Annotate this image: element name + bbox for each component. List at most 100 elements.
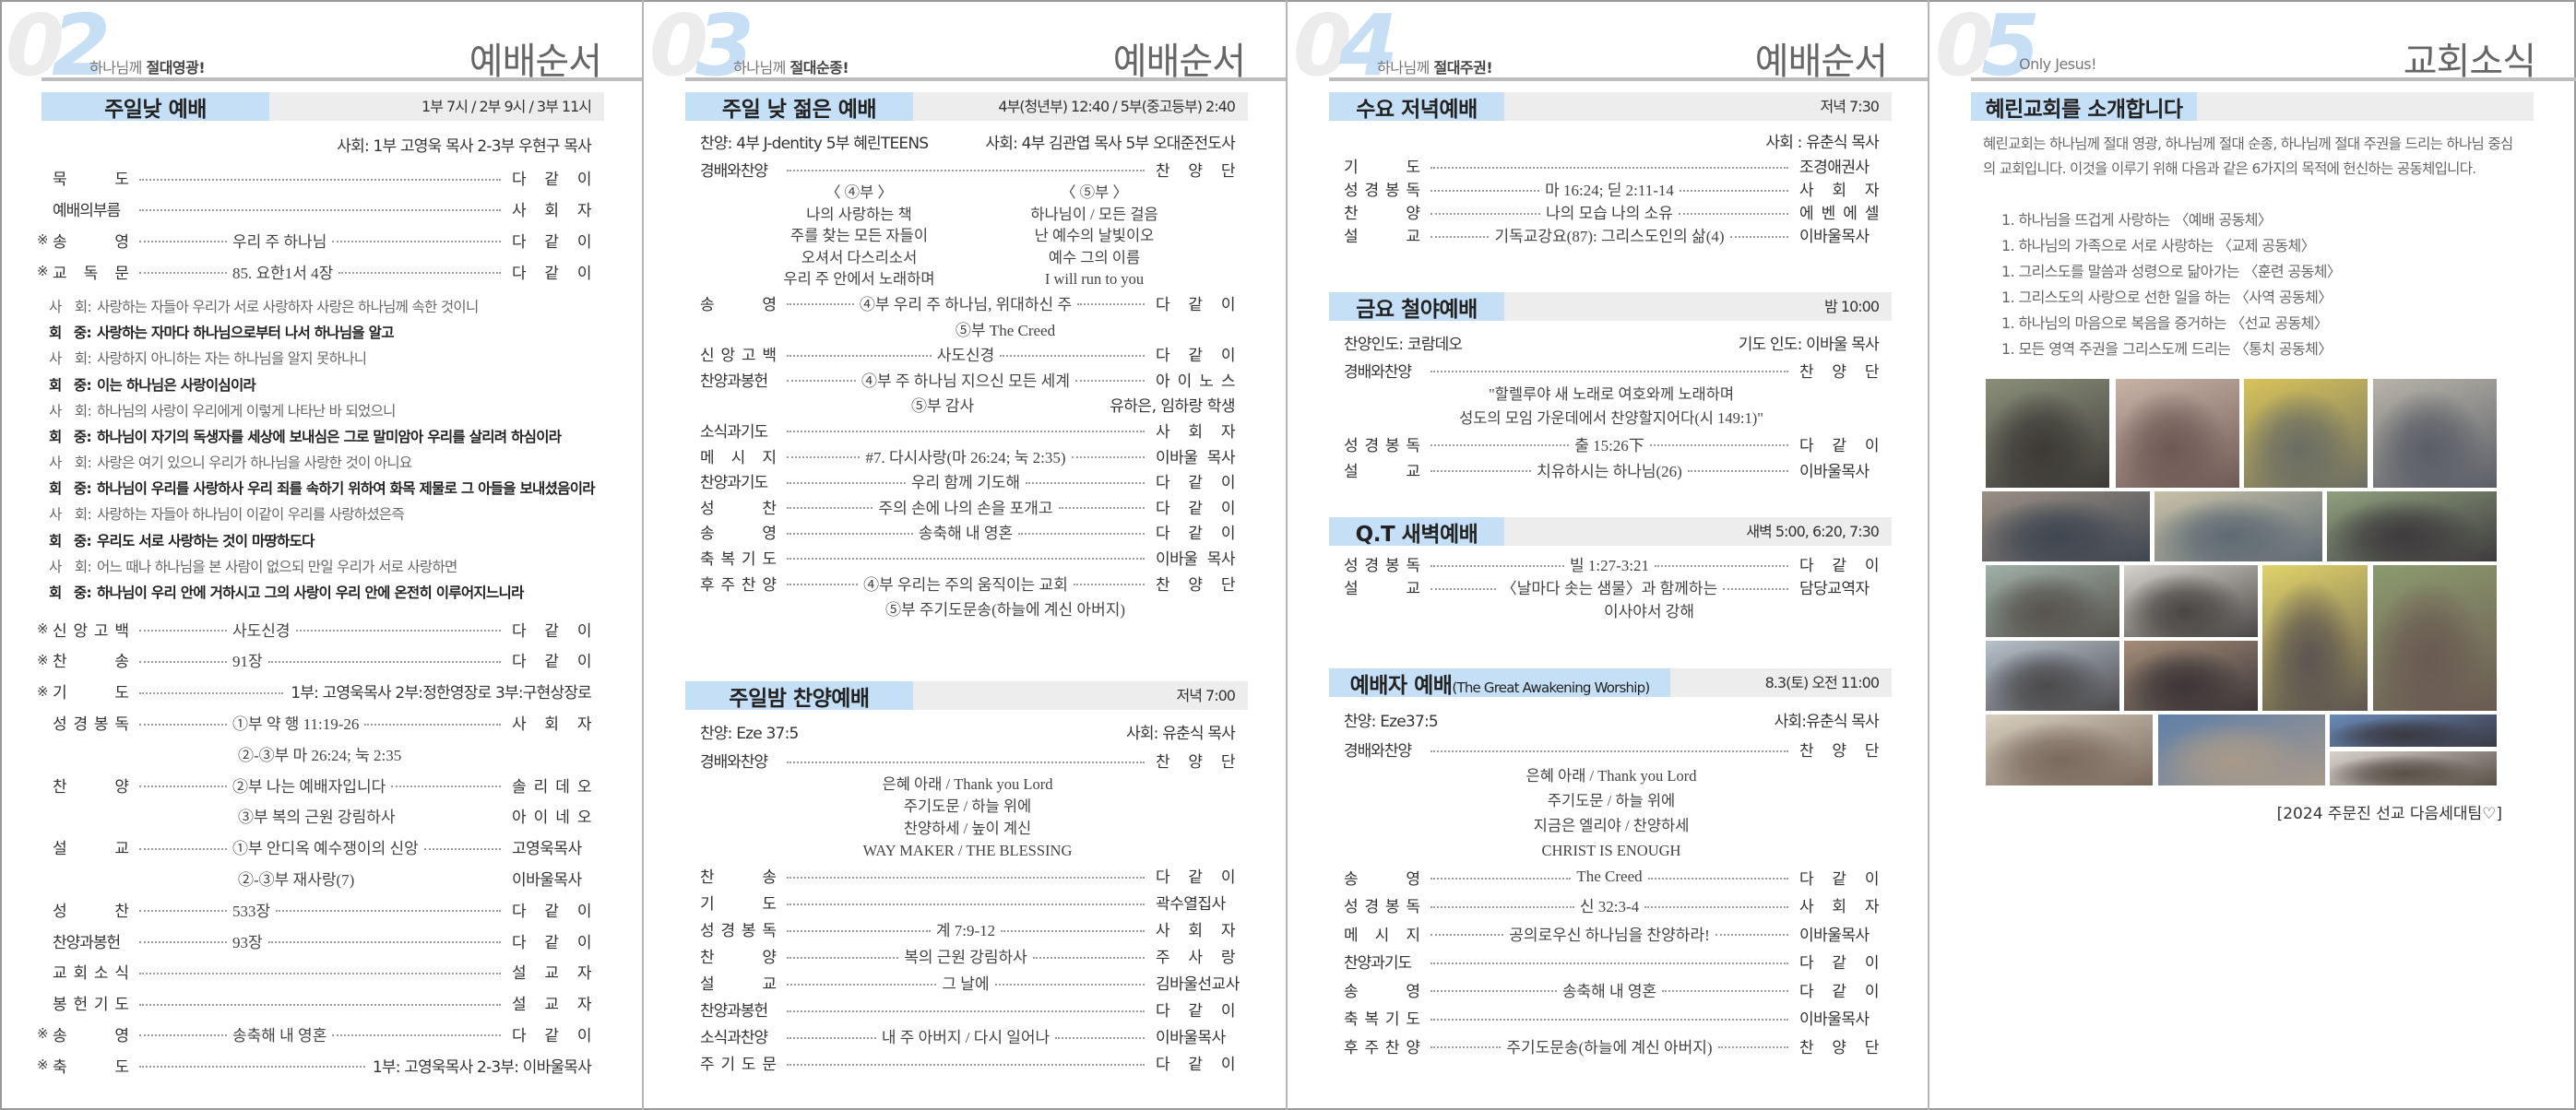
section-title-text: 주일밤 찬양예배 — [729, 686, 870, 711]
order-row: 송 영 송축해 내 영혼 다 같 이 — [700, 519, 1236, 545]
dot-leader — [139, 972, 501, 974]
order-content: 1부: 고영욱목사 2-3부: 이바울목사 — [139, 1054, 592, 1077]
order-row: 성 경 봉 독 계 7:9-12 사 회 자 — [700, 915, 1236, 942]
order-person: 다 같 이 — [1156, 1002, 1236, 1021]
order-detail: ④부 주 하나님 지으신 모든 세계 — [861, 372, 1070, 390]
order-row: 설 교 그 날에 김바울선교사 — [700, 969, 1240, 996]
worship-section: 예배자 예배(The Great Awakening Worship) 8.3(토… — [1329, 668, 1892, 1060]
order-detail: 91장 — [232, 653, 263, 671]
page-motto: 하나님께 절대주권! — [1377, 55, 1493, 77]
song-title: 나의 사랑하는 책 — [806, 205, 912, 223]
order-person: 이바울 목사 — [1156, 448, 1236, 467]
section-time: 4부(청년부) 12:40 / 5부(중고등부) 2:40 — [998, 98, 1236, 115]
dot-leader — [787, 380, 857, 383]
order-row-continued: ③부 복의 근원 강림하사 아 이 네 오 — [53, 800, 592, 832]
dot-leader — [139, 630, 227, 632]
order-label: 찬 양 — [700, 949, 777, 967]
order-content: 우리 주 하나님 — [139, 229, 501, 252]
section-title: 예배자 예배(The Great Awakening Worship) — [1350, 667, 1651, 699]
dot-leader — [787, 532, 913, 535]
order-person: 이바울목사 — [1799, 926, 1870, 945]
order-person: 사 회 자 — [512, 715, 592, 735]
page-03: 03 하나님께 절대순종! 예배순서 주일 낮 젊은 예배 4부(청년부) 12:40 … — [644, 0, 1288, 1110]
order-of-service: 찬양: Eze 37:5 사회: 유춘식 목사 경배와찬양 찬 양 단 은혜 아래 / … — [685, 710, 1248, 1076]
order-detail: ⑤부 감사 — [911, 397, 975, 416]
order-detail-wide: 1부: 고영욱목사 2부:정한영장로 3부:구현상장로 — [291, 684, 592, 703]
order-content — [139, 206, 501, 212]
speaker: 회 중: — [49, 480, 92, 498]
order-content — [787, 166, 1145, 172]
dot-leader — [1430, 934, 1504, 937]
section-title: 금요 철야예배 — [1356, 291, 1478, 323]
order-content: 나의 모습 나의 소유 — [1430, 200, 1788, 223]
church-intro-text: 혜린교회는 하나님께 절대 영광, 하나님께 절대 순종, 하나님께 절대 주권… — [1983, 136, 2513, 177]
song-title: 난 예수의 날빛이오 — [1034, 227, 1155, 245]
dot-leader — [787, 481, 907, 484]
order-row: ※ 찬 송 91장 다 같 이 — [37, 644, 592, 676]
order-label: 신 앙 고 백 — [700, 347, 777, 366]
dot-leader — [139, 785, 227, 788]
order-label: 소식과찬양 — [700, 1029, 768, 1047]
order-row: 설 교 치유하시는 하나님(26) 이바울목사 — [1344, 456, 1879, 482]
order-label: 설 교 — [1344, 462, 1420, 481]
section-header-bar: 혜린교회를 소개합니다 — [1971, 92, 2534, 122]
dot-leader — [1729, 235, 1788, 238]
speaker: 사 회: — [49, 558, 92, 575]
order-content: ⑤부 감사 — [787, 393, 1098, 416]
order-label: 설 교 — [53, 840, 129, 859]
dot-leader — [139, 691, 284, 694]
order-content — [139, 1000, 501, 1006]
page-05: 05 Only Jesus! 교회소식 혜린교회를 소개합니다 혜린교회는 하나님께 절… — [1929, 0, 2576, 1110]
leader-left: 찬양: Eze37:5 — [1344, 712, 1439, 731]
reading-text: 사랑하는 자들아 하나님이 이같이 우리를 사랑하셨은즉 — [97, 506, 405, 524]
leader-left: 찬양: 4부 J-dentity 5부 혜린TEENS — [700, 135, 929, 154]
reading-text: 우리도 서로 사랑하는 것이 마땅하도다 — [97, 532, 315, 549]
reading-text: 사랑하는 자마다 하나님으로부터 나서 하나님을 알고 — [97, 325, 395, 342]
order-person: 곽수열집사 — [1156, 895, 1226, 914]
dot-leader — [787, 1036, 876, 1039]
order-person: 설 교 자 — [512, 964, 592, 984]
order-content: 송축해 내 영혼 — [787, 520, 1145, 543]
speaker: 사 회: — [49, 506, 92, 524]
order-label: 설 교 — [1344, 228, 1420, 246]
dot-leader — [1077, 303, 1145, 306]
congregation-line: 회 중: 하나님이 우리를 사랑하사 우리 죄를 속하기 위하여 화목 제물로 그… — [49, 476, 596, 502]
order-detail: 우리 함께 기도해 — [911, 474, 1020, 492]
leader-right: 사회 : 유춘식 목사 — [1765, 134, 1879, 152]
order-row: ※ 교 독 문 85. 요한1서 4장 다 같 이 — [37, 255, 592, 287]
order-content: 빌 1:27-3:21 — [1430, 552, 1788, 575]
dot-leader — [787, 456, 861, 459]
order-person: 유하은, 임하랑 학생 — [1110, 397, 1235, 417]
order-person: 다 같 이 — [1799, 869, 1880, 889]
leader-line: 사 회: 하나님의 사랑이 우리에게 이렇게 나타난 바 되었으니 — [49, 398, 591, 424]
order-label: 후 주 찬 양 — [1344, 1038, 1420, 1057]
order-row: 찬양과봉헌 ④부 주 하나님 지으신 모든 세계 아 이 노 스 — [700, 366, 1236, 392]
leader-right: 사회: 1부 고영욱 목사 2-3부 우현구 목사 — [337, 137, 592, 157]
purpose-item: 1. 하나님의 가족으로 서로 사랑하는 〈교제 공동체〉 — [2001, 237, 2316, 254]
order-person: 아 이 네 오 — [512, 809, 592, 828]
song-title: 예수 그의 이름 — [1048, 248, 1141, 266]
motto-emphasis: 절대순종! — [789, 59, 849, 77]
order-row-continued: ②-③부 마 26:24; 눅 2:35 — [53, 738, 591, 769]
reading-text: 사랑은 여기 있으니 우리가 하나님을 사랑한 것이 아니요 — [97, 455, 412, 472]
order-content: 송축해 내 영혼 — [139, 1022, 501, 1045]
order-row: 찬 양 나의 모습 나의 소유 에 벤 에 셀 — [1344, 200, 1880, 223]
order-row: 송 영 The Creed 다 같 이 — [1344, 863, 1880, 892]
order-label: 메 시 지 — [700, 448, 777, 467]
order-detail: ⑤부 주기도문송(하늘에 계신 아버지) — [884, 601, 1126, 620]
dot-leader — [1723, 587, 1788, 590]
section-title: 주일 낮 젊은 예배 — [722, 91, 877, 123]
dot-leader — [139, 178, 501, 181]
mission-photo — [1985, 714, 2154, 786]
mission-photo — [2329, 714, 2498, 748]
order-person: 이바울목사 — [1799, 1010, 1870, 1030]
section-header-bar: 예배자 예배(The Great Awakening Worship) 8.3(토… — [1329, 667, 1892, 699]
section-title-text: Q.T 새벽예배 — [1355, 522, 1478, 547]
section-title-text: 금요 철야예배 — [1356, 297, 1478, 322]
order-label: 성 경 봉 독 — [1344, 436, 1420, 455]
order-content: 533장 — [139, 898, 501, 921]
section-title-block: 주일밤 찬양예배 — [685, 681, 913, 711]
section-header-bar: 주일 낮 젊은 예배 4부(청년부) 12:40 / 5부(중고등부) 2:40 — [685, 91, 1248, 123]
order-person: 고영욱목사 — [512, 840, 582, 859]
